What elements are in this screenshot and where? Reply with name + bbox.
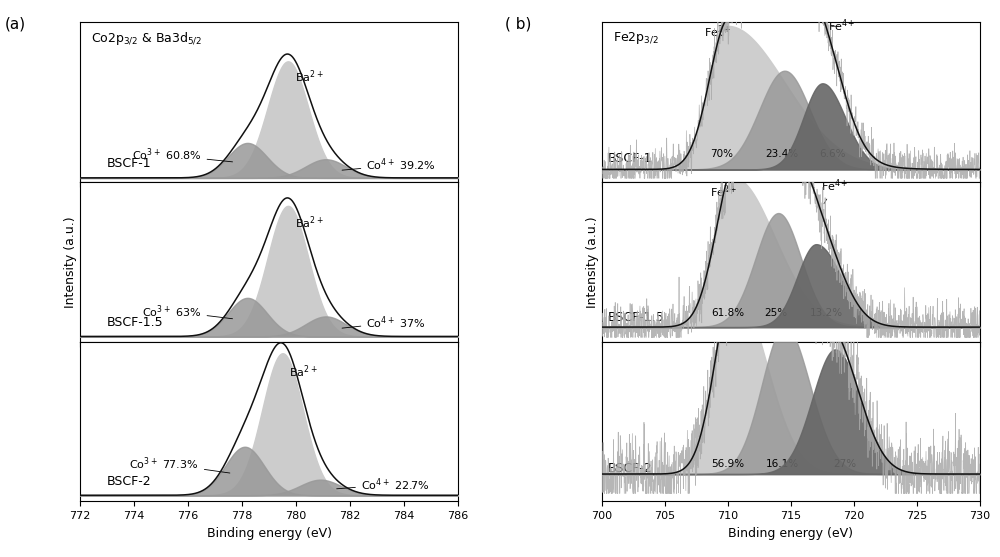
Text: Fe$^{4+}$: Fe$^{4+}$ [828,18,855,35]
Text: BSCF-2: BSCF-2 [608,462,653,475]
Text: Fe$^{3+}$: Fe$^{3+}$ [0,556,1,557]
Text: Ba$^{2+}$: Ba$^{2+}$ [295,215,323,231]
Text: Co2p$_{3/2}$ & Ba3d$_{5/2}$: Co2p$_{3/2}$ & Ba3d$_{5/2}$ [91,30,203,47]
Text: Co$^{4+}$ 37%: Co$^{4+}$ 37% [342,314,426,331]
Text: 25%: 25% [764,308,787,318]
Text: Fe$^{2+}$: Fe$^{2+}$ [0,556,1,557]
Text: Fe$^{3+}$: Fe$^{3+}$ [0,556,1,557]
Y-axis label: Intensity (a.u.): Intensity (a.u.) [586,216,599,307]
Text: 27%: 27% [834,459,857,469]
Text: BSCF-1: BSCF-1 [608,153,653,165]
Text: BSCF-1.5: BSCF-1.5 [107,316,164,329]
Text: Co$^{3+}$ 63%: Co$^{3+}$ 63% [142,303,233,320]
X-axis label: Binding energy (eV): Binding energy (eV) [728,526,853,540]
X-axis label: Binding energy (eV): Binding energy (eV) [207,526,332,540]
Text: Fe$^{2+}$: Fe$^{2+}$ [704,24,732,40]
Text: BSCF-2: BSCF-2 [107,476,152,488]
Text: Co$^{3+}$ 60.8%: Co$^{3+}$ 60.8% [132,147,233,163]
Text: 13.2%: 13.2% [810,308,843,318]
Text: 70%: 70% [710,149,733,159]
Text: Fe$^{4+}$: Fe$^{4+}$ [821,177,849,204]
Text: 6.6%: 6.6% [819,149,846,159]
Text: 61.8%: 61.8% [711,308,744,318]
Text: Fe$^{3+}$: Fe$^{3+}$ [0,556,1,557]
Text: Fe$^{4+}$: Fe$^{4+}$ [0,556,1,557]
Text: Co$^{3+}$ 77.3%: Co$^{3+}$ 77.3% [129,456,230,473]
Text: BSCF-1.5: BSCF-1.5 [608,311,665,324]
Text: Fe$^{2+}$: Fe$^{2+}$ [710,183,738,200]
Text: Ba$^{2+}$: Ba$^{2+}$ [295,69,323,85]
Text: ( b): ( b) [505,17,531,32]
Y-axis label: Intensity (a.u.): Intensity (a.u.) [64,216,77,307]
Text: BSCF-1: BSCF-1 [107,157,152,170]
Text: 16.1%: 16.1% [766,459,799,469]
Text: 56.9%: 56.9% [711,459,744,469]
Text: Co$^{4+}$ 22.7%: Co$^{4+}$ 22.7% [337,476,430,492]
Text: Ba$^{2+}$: Ba$^{2+}$ [289,364,318,380]
Text: (a): (a) [5,17,26,32]
Text: Fe2p$_{3/2}$: Fe2p$_{3/2}$ [613,30,659,46]
Text: 23.4%: 23.4% [766,149,799,159]
Text: Co$^{4+}$ 39.2%: Co$^{4+}$ 39.2% [342,157,435,173]
